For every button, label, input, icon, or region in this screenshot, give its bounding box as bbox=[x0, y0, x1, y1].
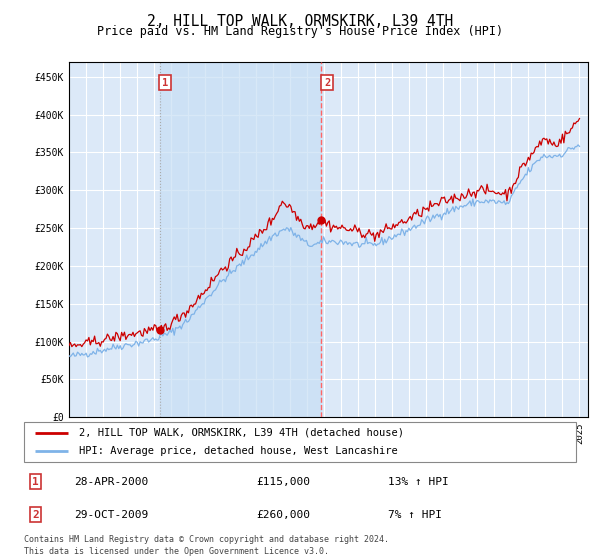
Text: 2, HILL TOP WALK, ORMSKIRK, L39 4TH (detached house): 2, HILL TOP WALK, ORMSKIRK, L39 4TH (det… bbox=[79, 428, 404, 437]
Bar bbox=[160, 62, 322, 417]
Text: 2: 2 bbox=[324, 78, 330, 87]
Text: £115,000: £115,000 bbox=[256, 477, 310, 487]
Text: 7% ↑ HPI: 7% ↑ HPI bbox=[388, 510, 442, 520]
Text: Price paid vs. HM Land Registry's House Price Index (HPI): Price paid vs. HM Land Registry's House … bbox=[97, 25, 503, 38]
Text: 1: 1 bbox=[162, 78, 169, 87]
Text: 13% ↑ HPI: 13% ↑ HPI bbox=[388, 477, 449, 487]
Text: 28-APR-2000: 28-APR-2000 bbox=[74, 477, 148, 487]
Text: 1: 1 bbox=[32, 477, 39, 487]
Text: £260,000: £260,000 bbox=[256, 510, 310, 520]
Text: HPI: Average price, detached house, West Lancashire: HPI: Average price, detached house, West… bbox=[79, 446, 398, 456]
Text: 29-OCT-2009: 29-OCT-2009 bbox=[74, 510, 148, 520]
Text: 2, HILL TOP WALK, ORMSKIRK, L39 4TH: 2, HILL TOP WALK, ORMSKIRK, L39 4TH bbox=[147, 14, 453, 29]
Text: 2: 2 bbox=[32, 510, 39, 520]
Text: This data is licensed under the Open Government Licence v3.0.: This data is licensed under the Open Gov… bbox=[24, 547, 329, 556]
Text: Contains HM Land Registry data © Crown copyright and database right 2024.: Contains HM Land Registry data © Crown c… bbox=[24, 535, 389, 544]
FancyBboxPatch shape bbox=[24, 422, 576, 462]
